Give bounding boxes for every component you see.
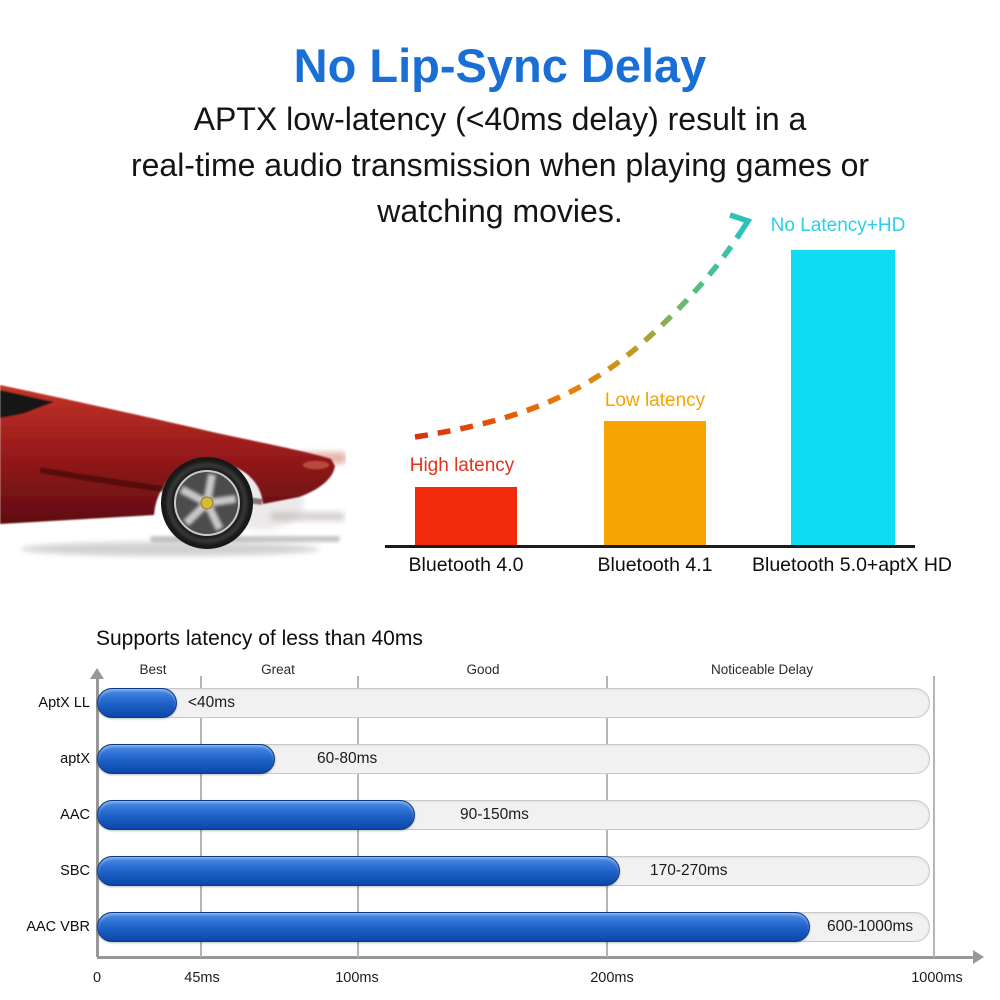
latency-range-label-4: 170-270ms	[650, 862, 728, 879]
x-tick-label-2: 45ms	[184, 970, 220, 986]
page-title: No Lip-Sync Delay	[293, 39, 707, 92]
x-axis-arrow-icon	[973, 950, 984, 964]
zone-label-best: Best	[139, 662, 167, 677]
x-tick-label-4: 200ms	[590, 970, 634, 986]
latency-bar-label-1: High latency	[409, 455, 515, 476]
top-chart-baseline	[385, 545, 915, 548]
latency-value-bar-2	[97, 744, 275, 774]
zone-label-noticeable-delay: Noticeable Delay	[710, 662, 814, 677]
latency-bar-1	[415, 487, 517, 545]
codec-label-2: aptX	[60, 751, 90, 767]
codec-label-1: AptX LL	[38, 695, 90, 711]
latency-value-bar-5	[97, 912, 810, 942]
latency-bar-2	[604, 421, 706, 545]
gridline-1	[200, 676, 202, 957]
sports-car-image	[0, 385, 346, 556]
subtitle-line-1: APTX low-latency (<40ms delay) result in…	[193, 101, 807, 137]
codec-label-4: SBC	[60, 863, 90, 879]
x-axis-line	[97, 956, 973, 959]
latency-track-row-2	[97, 744, 930, 774]
y-axis-arrow-icon	[90, 668, 104, 679]
latency-track-row-5	[97, 912, 930, 942]
subtitle-line-3: watching movies.	[377, 193, 623, 229]
gridline-4	[933, 676, 935, 957]
bluetooth-version-label-3: Bluetooth 5.0+aptX HD	[751, 554, 953, 576]
latency-bar-label-2: Low latency	[604, 390, 706, 411]
x-tick-label-1: 0	[92, 970, 102, 986]
gridline-3	[606, 676, 608, 957]
latency-bar-3	[791, 250, 895, 545]
zone-label-great: Great	[261, 662, 295, 677]
latency-value-bar-3	[97, 800, 415, 830]
y-axis-line	[96, 678, 99, 957]
zone-label-good: Good	[466, 662, 500, 677]
gridline-2	[357, 676, 359, 957]
latency-track-row-1	[97, 688, 930, 718]
rising-trend-dashed-arrow	[414, 212, 753, 440]
bluetooth-version-label-2: Bluetooth 4.1	[597, 554, 713, 576]
codec-label-5: AAC VBR	[26, 919, 90, 935]
x-tick-label-3: 100ms	[335, 970, 379, 986]
x-tick-label-5: 1000ms	[911, 970, 963, 986]
wheel-center-cap	[200, 496, 214, 510]
latency-range-label-3: 90-150ms	[460, 806, 529, 823]
car-window	[0, 390, 54, 418]
subtitle-line-2: real-time audio transmission when playin…	[130, 147, 870, 183]
latency-track-row-3	[97, 800, 930, 830]
latency-range-label-5: 600-1000ms	[827, 918, 914, 935]
latency-range-label-2: 60-80ms	[317, 750, 378, 767]
latency-track-row-4	[97, 856, 930, 886]
latency-value-bar-4	[97, 856, 620, 886]
latency-value-bar-1	[97, 688, 177, 718]
codec-label-3: AAC	[60, 807, 90, 823]
car-wheel	[161, 457, 253, 549]
bluetooth-version-label-1: Bluetooth 4.0	[408, 554, 524, 576]
bottom-chart-title: Supports latency of less than 40ms	[96, 627, 423, 650]
latency-range-label-1: <40ms	[188, 694, 235, 711]
